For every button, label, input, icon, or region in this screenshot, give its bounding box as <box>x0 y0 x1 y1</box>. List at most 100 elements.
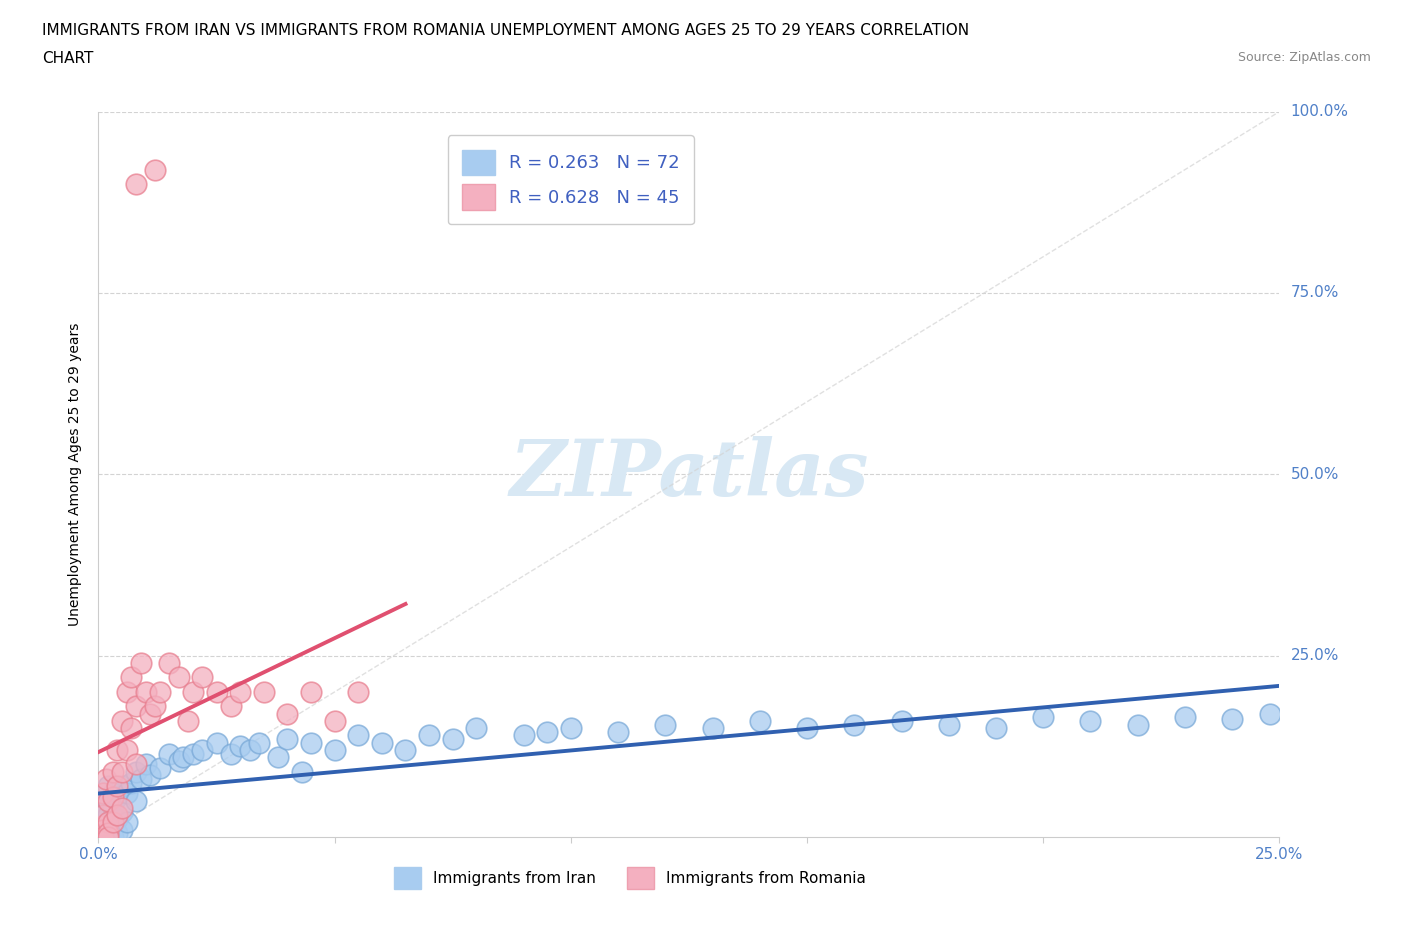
Point <box>91 830 114 844</box>
Point <box>167 753 190 768</box>
Point <box>91 824 114 839</box>
Point <box>205 736 228 751</box>
Point <box>135 757 157 772</box>
Point <box>748 713 770 728</box>
Point <box>97 808 120 823</box>
Point <box>125 177 148 192</box>
Point <box>115 786 138 801</box>
Point <box>121 670 143 684</box>
Point <box>149 761 172 776</box>
Point <box>560 721 582 736</box>
Point <box>91 830 114 844</box>
Point <box>938 717 960 732</box>
Point <box>143 699 166 714</box>
Point <box>129 772 152 787</box>
Point <box>323 713 346 728</box>
Point <box>125 793 148 808</box>
Point <box>129 656 152 671</box>
Point <box>1126 717 1149 732</box>
Point <box>844 717 866 732</box>
Point <box>121 721 143 736</box>
Text: ZIPatlas: ZIPatlas <box>509 436 869 512</box>
Point <box>97 826 120 841</box>
Text: 100.0%: 100.0% <box>1291 104 1348 119</box>
Point <box>290 764 312 779</box>
Point <box>347 684 370 699</box>
Point <box>1174 710 1197 724</box>
Point <box>97 830 120 844</box>
Point <box>91 822 114 837</box>
Point <box>512 728 534 743</box>
Text: 25.0%: 25.0% <box>1291 648 1339 663</box>
Y-axis label: Unemployment Among Ages 25 to 29 years: Unemployment Among Ages 25 to 29 years <box>69 323 83 626</box>
Point <box>115 742 138 757</box>
Point <box>101 786 124 801</box>
Point <box>1258 706 1281 721</box>
Point <box>115 815 138 830</box>
Point <box>97 822 120 837</box>
Point <box>111 822 134 837</box>
Point <box>125 764 148 779</box>
Point <box>90 822 112 837</box>
Point <box>371 736 394 751</box>
Point <box>219 699 242 714</box>
Point <box>654 717 676 732</box>
Point <box>418 728 440 743</box>
Point <box>91 818 114 833</box>
Point <box>111 713 134 728</box>
Point <box>105 808 128 823</box>
Point <box>229 684 252 699</box>
Point <box>247 736 270 751</box>
Point <box>607 724 630 739</box>
Point <box>111 764 134 779</box>
Point <box>97 778 120 793</box>
Point <box>394 742 416 757</box>
Point <box>135 684 157 699</box>
Point <box>101 830 124 844</box>
Point <box>89 826 111 841</box>
Point <box>115 684 138 699</box>
Point <box>91 786 114 801</box>
Point <box>101 815 124 830</box>
Point <box>97 815 120 830</box>
Point <box>105 790 128 804</box>
Point <box>97 793 120 808</box>
Point <box>536 724 558 739</box>
Point <box>97 793 120 808</box>
Point <box>191 742 214 757</box>
Point <box>1220 712 1243 727</box>
Legend: Immigrants from Iran, Immigrants from Romania: Immigrants from Iran, Immigrants from Ro… <box>388 861 872 895</box>
Point <box>111 801 134 816</box>
Point <box>91 808 114 823</box>
Point <box>796 721 818 736</box>
Text: CHART: CHART <box>42 51 94 66</box>
Point <box>90 815 112 830</box>
Point <box>91 808 114 823</box>
Point <box>1080 713 1102 728</box>
Point <box>276 732 298 747</box>
Point <box>143 162 166 177</box>
Point <box>105 811 128 827</box>
Point <box>157 746 180 761</box>
Point <box>139 768 162 783</box>
Point <box>1032 710 1054 724</box>
Point <box>91 830 114 844</box>
Text: 75.0%: 75.0% <box>1291 286 1339 300</box>
Point <box>191 670 214 684</box>
Point <box>97 826 120 841</box>
Point <box>347 728 370 743</box>
Point <box>299 684 322 699</box>
Point <box>97 830 120 844</box>
Point <box>125 699 148 714</box>
Point <box>441 732 464 747</box>
Point <box>299 736 322 751</box>
Text: IMMIGRANTS FROM IRAN VS IMMIGRANTS FROM ROMANIA UNEMPLOYMENT AMONG AGES 25 TO 29: IMMIGRANTS FROM IRAN VS IMMIGRANTS FROM … <box>42 23 969 38</box>
Point <box>139 706 162 721</box>
Point <box>125 757 148 772</box>
Point <box>105 742 128 757</box>
Point <box>111 778 134 793</box>
Point <box>94 772 117 787</box>
Point <box>267 750 290 764</box>
Point <box>219 746 242 761</box>
Point <box>94 801 117 816</box>
